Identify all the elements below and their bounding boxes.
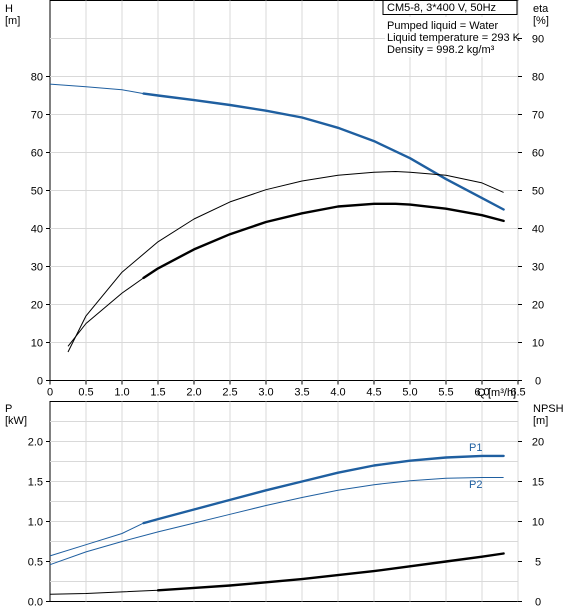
liquid-temperature-note: Liquid temperature = 293 K	[387, 32, 521, 44]
power-tick-label: 2.0	[28, 437, 43, 449]
head-tick-label: 30	[31, 262, 43, 274]
eta-axis-ticks: 0 10 20 30 40 50 60 70 80 90	[518, 34, 544, 388]
q-tick-label: 0.5	[78, 387, 93, 399]
head-tick-label: 70	[31, 110, 43, 122]
npsh-tick-label: 20	[532, 437, 544, 449]
hq-curve-operating-range	[142, 92, 505, 211]
power-tick-label: 1.5	[28, 477, 43, 489]
q-tick-label: 1.5	[150, 387, 165, 399]
q-tick-label: 5.0	[402, 387, 417, 399]
q-tick-label: 1.0	[114, 387, 129, 399]
power-tick-label: 1.0	[28, 517, 43, 529]
power-npsh-panel: 0.0 0.5 1.0 1.5 2.0 0 5 10 15 20 P [kW] NPSH [m]…	[5, 401, 564, 609]
head-tick-label: 20	[31, 300, 43, 312]
q-tick-label: 3.0	[258, 387, 273, 399]
hq-eta-series	[49, 83, 505, 353]
power-axis-ticks: 0.0 0.5 1.0 1.5 2.0	[28, 437, 50, 609]
head-tick-label: 40	[31, 224, 43, 236]
power-tick-label: 0.0	[28, 597, 43, 609]
eta-tick-label: 30	[532, 262, 544, 274]
head-axis-label: H	[5, 3, 13, 15]
density-note: Density = 998.2 kg/m³	[387, 44, 495, 56]
hq-eta-panel: 0 0.5 1.0 1.5 2.0 2.5 3.0 3.5 4.0 4.5 5.0 5.5 6.0 6.5…	[5, 0, 549, 399]
npsh-axis-ticks: 0 5 10 15 20	[518, 437, 544, 609]
head-tick-label: 60	[31, 148, 43, 160]
npsh-tick-label: 5	[535, 557, 541, 569]
power-tick-label: 0.5	[28, 557, 43, 569]
eta-tick-label: 90	[532, 34, 544, 46]
p1-series-label: P1	[469, 442, 482, 454]
q-tick-label: 4.0	[330, 387, 345, 399]
eta-tick-label: 10	[532, 338, 544, 350]
head-tick-label: 80	[31, 72, 43, 84]
eta-tick-label: 80	[532, 72, 544, 84]
q-axis-ticks: 0 0.5 1.0 1.5 2.0 2.5 3.0 3.5 4.0 4.5 5.0 5.5 6.0 6.5	[47, 380, 526, 399]
q-tick-label: 5.5	[438, 387, 453, 399]
liquid-info-box	[385, 17, 517, 57]
hq-grid	[50, 0, 519, 381]
power-axis-label: P	[5, 403, 12, 415]
p2-series-label: P2	[469, 479, 482, 491]
head-tick-label: 10	[31, 338, 43, 350]
npsh-axis-label: NPSH	[533, 403, 564, 415]
eta-tick-label: 40	[532, 224, 544, 236]
npsh-curve-operating-range	[156, 552, 505, 592]
q-tick-label: 6.0	[474, 387, 489, 399]
q-tick-label: 0	[47, 387, 53, 399]
q-axis-unit: [m³/h]	[488, 387, 516, 399]
q-tick-label: 3.5	[294, 387, 309, 399]
pumped-liquid-note: Pumped liquid = Water	[387, 20, 499, 32]
q-tick-label: 4.5	[366, 387, 381, 399]
eta-tick-label: 20	[532, 300, 544, 312]
p1-curve-operating-range	[142, 454, 505, 525]
npsh-curve-line	[49, 553, 504, 595]
power-npsh-series	[49, 454, 505, 595]
eta-tick-label: 50	[532, 186, 544, 198]
power-axis-unit: [kW]	[5, 415, 27, 427]
q-tick-label: 2.0	[186, 387, 201, 399]
p2-curve-line	[49, 477, 504, 566]
npsh-tick-label: 10	[532, 517, 544, 529]
chart-title-box	[382, 0, 518, 15]
eta-tick-label: 70	[532, 110, 544, 122]
eta-curve-lower-operating-range	[142, 202, 505, 280]
eta-tick-label: 60	[532, 148, 544, 160]
head-tick-label: 0	[37, 376, 43, 388]
eta-curve-lower-line	[67, 203, 504, 347]
eta-axis-unit: [%]	[533, 15, 549, 27]
npsh-axis-unit: [m]	[533, 415, 548, 427]
eta-curve-upper-line	[67, 171, 504, 353]
q-axis-label: Q	[477, 387, 486, 399]
head-axis-unit: [m]	[5, 15, 20, 27]
npsh-tick-label: 15	[532, 477, 544, 489]
p1-curve-line	[49, 455, 504, 557]
q-tick-label: 6.5	[510, 387, 525, 399]
head-tick-label: 50	[31, 186, 43, 198]
q-tick-label: 2.5	[222, 387, 237, 399]
head-axis-ticks: 0 10 20 30 40 50 60 70 80	[31, 72, 50, 388]
chart-title: CM5-8, 3*400 V, 50Hz	[387, 2, 496, 14]
npsh-tick-label: 0	[535, 597, 541, 609]
eta-tick-label: 0	[535, 376, 541, 388]
eta-axis-label: eta	[533, 3, 549, 15]
